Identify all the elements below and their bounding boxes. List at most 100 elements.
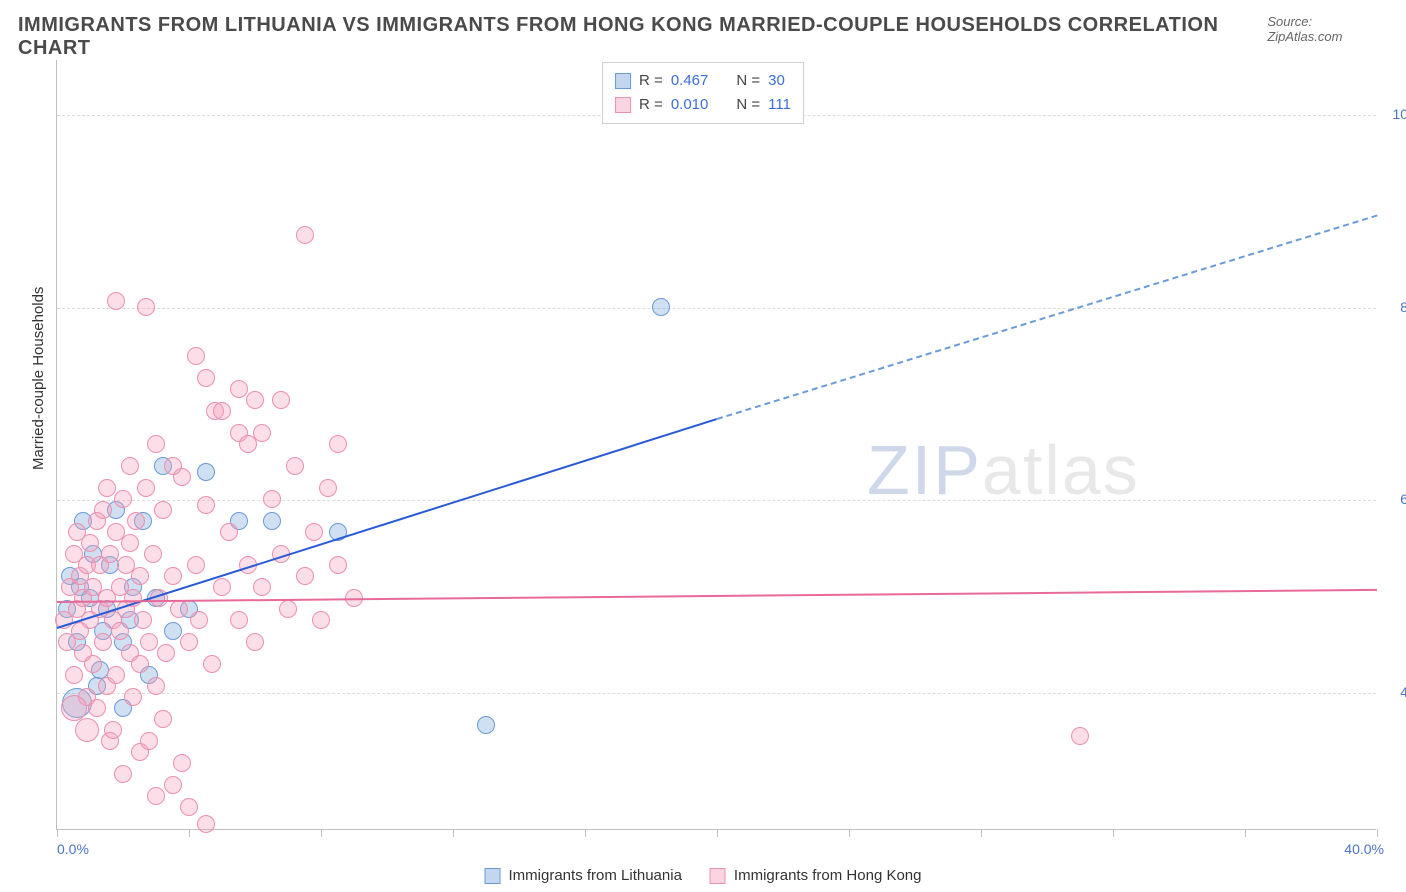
scatter-point [190,611,208,629]
scatter-point [94,501,112,519]
x-tick [453,829,454,837]
x-tick [321,829,322,837]
scatter-point [75,718,99,742]
scatter-point [65,666,83,684]
scatter-point [319,479,337,497]
scatter-point [144,545,162,563]
legend-item: Immigrants from Hong Kong [710,867,922,884]
scatter-point [107,666,125,684]
scatter-point [147,435,165,453]
legend-row: R = 0.467 N = 30 [615,69,791,93]
scatter-point [253,424,271,442]
scatter-point [329,556,347,574]
scatter-point [104,721,122,739]
gridline [57,693,1376,694]
gridline [57,500,1376,501]
legend-label: Immigrants from Lithuania [509,867,682,884]
x-tick [189,829,190,837]
scatter-point [147,787,165,805]
y-axis-title: Married-couple Households [30,287,47,470]
y-tick-label: 82.5% [1382,299,1406,315]
scatter-point [124,688,142,706]
scatter-point [98,479,116,497]
scatter-point [127,512,145,530]
scatter-point [220,523,238,541]
scatter-point [477,716,495,734]
scatter-point [147,677,165,695]
scatter-point [131,567,149,585]
scatter-point [187,556,205,574]
watermark: ZIPatlas [867,430,1140,510]
scatter-point [164,776,182,794]
scatter-point [263,512,281,530]
scatter-point [197,815,215,833]
scatter-point [305,523,323,541]
scatter-point [88,699,106,717]
scatter-point [131,655,149,673]
legend-n-value: 30 [768,69,785,93]
scatter-point [230,380,248,398]
y-tick-label: 65.0% [1382,491,1406,507]
legend-n-label: N = [736,93,760,117]
legend-r-value: 0.010 [671,93,709,117]
scatter-point [329,435,347,453]
scatter-point [263,490,281,508]
legend-row: R = 0.010 N = 111 [615,93,791,117]
scatter-point [61,695,87,721]
scatter-point [286,457,304,475]
scatter-point [157,644,175,662]
x-tick [849,829,850,837]
scatter-point [84,655,102,673]
x-min-label: 0.0% [57,841,89,857]
scatter-point [312,611,330,629]
scatter-point [279,600,297,618]
scatter-point [296,226,314,244]
scatter-point [134,611,152,629]
x-tick [717,829,718,837]
scatter-point [94,633,112,651]
trend-line [717,214,1378,419]
legend-swatch [710,868,726,884]
x-tick [57,829,58,837]
scatter-point [197,496,215,514]
scatter-point [101,545,119,563]
scatter-point [180,633,198,651]
x-tick [1377,829,1378,837]
legend-swatch [485,868,501,884]
x-tick [585,829,586,837]
legend-swatch [615,97,631,113]
scatter-point [107,292,125,310]
scatter-point [140,633,158,651]
legend-r-label: R = [639,69,663,93]
scatter-point [253,578,271,596]
scatter-point [652,298,670,316]
scatter-point [213,578,231,596]
scatter-point [203,655,221,673]
scatter-point [296,567,314,585]
legend-r-label: R = [639,93,663,117]
legend-r-value: 0.467 [671,69,709,93]
legend-n-value: 111 [768,93,791,117]
x-tick [1245,829,1246,837]
scatter-point [164,567,182,585]
x-max-label: 40.0% [1344,841,1384,857]
scatter-point [197,463,215,481]
scatter-point [137,298,155,316]
scatter-point [154,710,172,728]
chart-plot-area: ZIPatlas 47.5%65.0%82.5%100.0%0.0%40.0% [56,60,1376,830]
scatter-point [173,754,191,772]
gridline [57,308,1376,309]
scatter-point [230,611,248,629]
scatter-point [114,490,132,508]
scatter-point [272,391,290,409]
chart-title: IMMIGRANTS FROM LITHUANIA VS IMMIGRANTS … [18,14,1267,60]
scatter-point [170,600,188,618]
legend-swatch [615,73,631,89]
y-tick-label: 100.0% [1382,106,1406,122]
scatter-point [197,369,215,387]
scatter-point [111,622,129,640]
scatter-point [164,622,182,640]
legend-n-label: N = [736,69,760,93]
scatter-point [246,633,264,651]
source-label: Source: ZipAtlas.com [1267,14,1388,44]
